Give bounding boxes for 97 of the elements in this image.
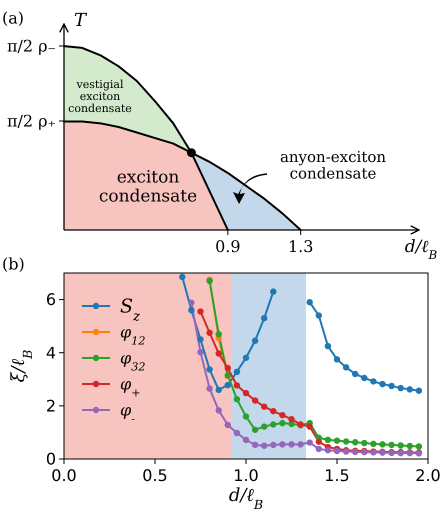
point [306, 423, 313, 430]
point [206, 330, 213, 336]
point [234, 430, 240, 436]
x-tick-label: 0.5 [142, 466, 168, 485]
legend-label: φ$_{-}$ [120, 400, 136, 426]
x-tick-label: 0.0 [51, 466, 77, 485]
point [352, 439, 358, 446]
legend-label: φ$_{+}$ [120, 374, 141, 400]
point [306, 439, 313, 446]
point [216, 350, 222, 357]
point [179, 274, 186, 280]
point [279, 412, 286, 418]
x-tick-label: 1.0 [233, 466, 259, 485]
point [252, 338, 258, 344]
point [388, 382, 395, 390]
point [234, 382, 240, 389]
point [370, 378, 377, 385]
point [197, 336, 204, 343]
annotation: vestigial exciton condensate [68, 78, 132, 115]
point [242, 436, 250, 444]
point [206, 366, 213, 373]
point [252, 397, 258, 404]
point [261, 403, 268, 410]
x-tick-label: 2.0 [415, 466, 441, 485]
text: π/2 ρ₊ [6, 112, 56, 131]
y-tick-label: 2 [46, 396, 56, 416]
point [216, 386, 222, 394]
x-axis-title: d/ℓ$_{B}$ [404, 237, 438, 262]
point [352, 370, 358, 378]
point [242, 413, 250, 420]
point [316, 446, 322, 452]
point [361, 440, 368, 446]
point [206, 385, 213, 392]
annotation: anyon-exciton condensate [280, 148, 386, 182]
x-tick-label: 1.3 [288, 237, 314, 256]
point [234, 396, 240, 402]
point [188, 300, 195, 306]
point [197, 348, 204, 356]
point [242, 390, 250, 396]
point [416, 443, 422, 450]
point [288, 441, 295, 448]
point [306, 299, 313, 306]
legend-label: φ$_{32}$ [120, 348, 146, 374]
point [324, 447, 332, 454]
point [316, 312, 322, 319]
point [270, 421, 276, 428]
point [342, 438, 350, 445]
text: (a) [2, 8, 24, 28]
point [288, 416, 295, 422]
point [279, 441, 286, 448]
point [379, 441, 386, 448]
point [388, 442, 395, 448]
point [270, 288, 276, 295]
point [334, 356, 340, 363]
point [242, 354, 250, 361]
point [197, 308, 204, 315]
x-tick-label: 1.5 [324, 466, 350, 485]
point [270, 442, 276, 448]
point [406, 386, 413, 393]
point [224, 422, 231, 428]
point [188, 307, 195, 314]
annotation: exciton condensate [98, 168, 198, 206]
point [224, 364, 231, 372]
point [234, 368, 240, 376]
point [324, 436, 332, 444]
point [342, 364, 350, 371]
point [261, 442, 268, 449]
text: π/2 ρ₋ [6, 36, 56, 56]
point [252, 426, 258, 433]
point [334, 437, 340, 444]
point [279, 420, 286, 426]
point [406, 442, 413, 450]
y-tick-label: 0 [46, 450, 56, 469]
x-axis-title: d/ℓ$_{B}$ [228, 485, 264, 512]
x-tick-label: 0.9 [215, 237, 241, 256]
point [270, 408, 276, 414]
legend-label: φ$_{12}$ [120, 322, 146, 348]
point [261, 314, 268, 322]
point [216, 330, 222, 338]
point [324, 342, 332, 350]
point [370, 440, 377, 448]
point [297, 441, 304, 448]
point [252, 442, 258, 448]
point [416, 388, 422, 394]
y-tick-label: 6 [46, 290, 56, 310]
legend-label: S$_{z}$ [120, 296, 142, 324]
point [398, 442, 404, 449]
point [379, 380, 386, 388]
point [216, 407, 222, 414]
point [398, 384, 404, 392]
point [361, 374, 368, 382]
text: (b) [2, 254, 25, 274]
point [261, 423, 268, 430]
y-axis-title: T [74, 10, 88, 31]
y-tick-label: 4 [46, 343, 56, 362]
point [224, 382, 231, 388]
point [316, 438, 322, 445]
